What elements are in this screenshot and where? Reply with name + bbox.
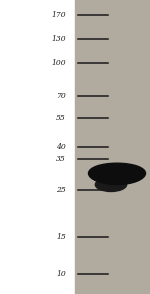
Ellipse shape xyxy=(88,163,146,185)
Text: 35: 35 xyxy=(56,155,66,163)
Bar xyxy=(0,0,75,294)
Text: 40: 40 xyxy=(56,143,66,151)
Text: 70: 70 xyxy=(56,92,66,100)
Text: 55: 55 xyxy=(56,114,66,122)
Text: 130: 130 xyxy=(51,35,66,43)
Text: 10: 10 xyxy=(56,270,66,278)
Text: 25: 25 xyxy=(56,186,66,194)
Ellipse shape xyxy=(95,178,127,191)
Text: 100: 100 xyxy=(51,59,66,67)
Text: 15: 15 xyxy=(56,233,66,240)
Text: 170: 170 xyxy=(51,11,66,19)
Bar xyxy=(75,0,150,294)
